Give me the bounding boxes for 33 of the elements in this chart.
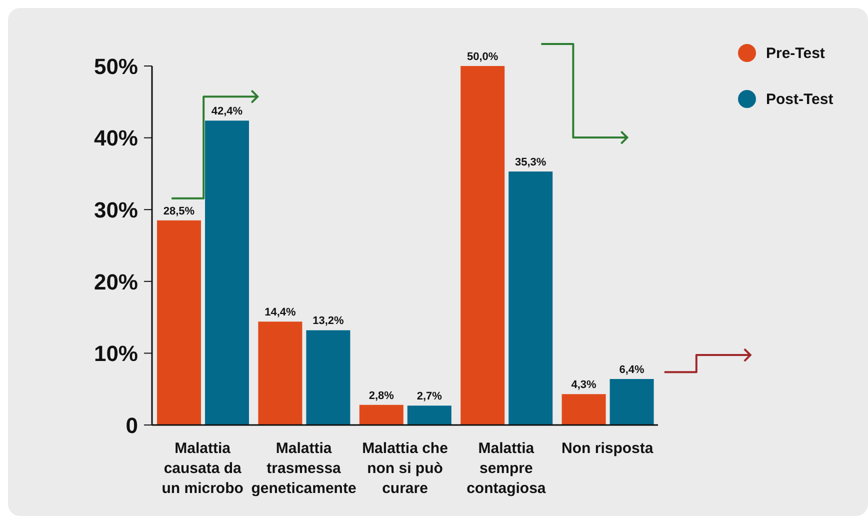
bar — [562, 394, 606, 425]
data-label: 4,3% — [571, 379, 597, 392]
bar — [205, 120, 249, 425]
bar — [157, 220, 201, 425]
data-label: 50,0% — [467, 51, 498, 63]
bar — [508, 172, 553, 425]
data-label: 2,8% — [368, 390, 394, 402]
bar — [460, 66, 505, 425]
bar — [610, 379, 654, 425]
legend-label: Pre-Test — [766, 44, 825, 62]
x-tick-label: Non risposta — [562, 440, 654, 457]
x-tick-label: Malattia sempre contagiosa — [466, 440, 546, 497]
x-tick-label: Malattia che non si può curare — [362, 440, 448, 497]
data-label: 28,5% — [163, 205, 195, 218]
data-label: 2,7% — [416, 390, 442, 403]
y-tick-label: 20% — [94, 269, 138, 294]
data-label: 42,4% — [211, 106, 243, 118]
bar — [359, 404, 404, 425]
y-tick-label: 10% — [94, 341, 138, 366]
legend-label: Post-Test — [766, 90, 834, 108]
bar — [407, 406, 452, 425]
data-label: 14,4% — [264, 306, 296, 319]
data-label: 13,2% — [312, 315, 344, 328]
x-tick-label: Malattia causata da un microbo — [162, 440, 244, 497]
data-label: 35,3% — [515, 156, 546, 169]
y-tick-label: 40% — [94, 126, 138, 151]
y-tick-label: 50% — [94, 54, 138, 79]
x-tick-label: Malattia trasmessa geneticamente — [251, 440, 356, 497]
bar — [258, 322, 302, 425]
y-tick-label: 30% — [94, 198, 138, 223]
bar — [306, 330, 350, 425]
y-tick-label: 0 — [126, 412, 138, 438]
data-label: 6,4% — [619, 364, 645, 376]
